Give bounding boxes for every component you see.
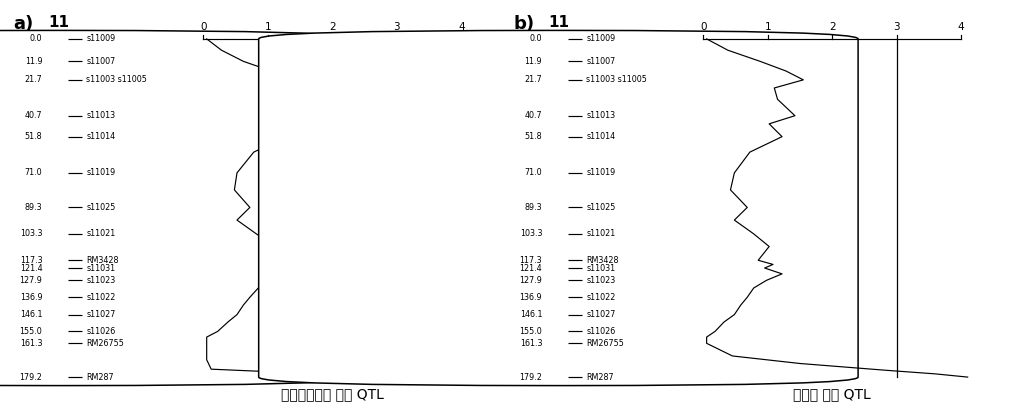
- Text: b): b): [513, 15, 534, 33]
- Text: 상대수분함량 연관 QTL: 상대수분함량 연관 QTL: [281, 388, 384, 401]
- Text: 136.9: 136.9: [520, 293, 542, 302]
- Text: s11019: s11019: [86, 168, 115, 177]
- Text: s11014: s11014: [86, 132, 115, 141]
- Text: s11025: s11025: [586, 203, 615, 212]
- Text: 21.7: 21.7: [24, 75, 42, 84]
- Text: 89.3: 89.3: [24, 203, 42, 212]
- Text: a): a): [13, 15, 33, 33]
- Text: s11014: s11014: [586, 132, 615, 141]
- Text: 40.7: 40.7: [524, 111, 542, 120]
- Text: 71.0: 71.0: [24, 168, 42, 177]
- Text: 3: 3: [894, 22, 900, 32]
- Text: 71.0: 71.0: [524, 168, 542, 177]
- Text: 0: 0: [200, 22, 207, 32]
- Text: s11019: s11019: [586, 168, 615, 177]
- Text: 103.3: 103.3: [20, 229, 42, 238]
- Text: RM287: RM287: [86, 373, 114, 381]
- Text: 1: 1: [765, 22, 772, 32]
- Text: s11021: s11021: [586, 229, 615, 238]
- Text: 3: 3: [394, 22, 400, 32]
- Text: s11022: s11022: [586, 293, 615, 302]
- Text: 2: 2: [329, 22, 335, 32]
- Text: 117.3: 117.3: [520, 256, 542, 265]
- FancyBboxPatch shape: [0, 30, 359, 386]
- Text: 146.1: 146.1: [20, 310, 42, 319]
- Text: 146.1: 146.1: [520, 310, 542, 319]
- Text: 161.3: 161.3: [520, 339, 542, 348]
- Text: s11013: s11013: [86, 111, 115, 120]
- Text: 121.4: 121.4: [520, 263, 542, 272]
- Text: 11.9: 11.9: [24, 57, 42, 66]
- Text: 179.2: 179.2: [19, 373, 42, 381]
- Text: 4: 4: [957, 22, 965, 32]
- Text: 0: 0: [700, 22, 707, 32]
- Text: 11: 11: [47, 15, 69, 30]
- Text: 11.9: 11.9: [524, 57, 542, 66]
- Text: 155.0: 155.0: [519, 327, 542, 336]
- Text: s11009: s11009: [586, 35, 615, 43]
- Text: s11013: s11013: [586, 111, 615, 120]
- Text: 11: 11: [547, 15, 569, 30]
- Text: 0.0: 0.0: [30, 35, 42, 43]
- Text: 155.0: 155.0: [19, 327, 42, 336]
- Text: s11026: s11026: [86, 327, 115, 336]
- Text: RM3428: RM3428: [86, 256, 118, 265]
- Text: s11009: s11009: [86, 35, 115, 43]
- Text: 117.3: 117.3: [20, 256, 42, 265]
- FancyBboxPatch shape: [259, 30, 858, 386]
- Text: 21.7: 21.7: [524, 75, 542, 84]
- Text: s11027: s11027: [586, 310, 615, 319]
- Text: s11003 s11005: s11003 s11005: [86, 75, 147, 84]
- Text: 127.9: 127.9: [19, 276, 42, 285]
- Text: RM287: RM287: [586, 373, 614, 381]
- Text: 103.3: 103.3: [520, 229, 542, 238]
- Text: s11026: s11026: [586, 327, 615, 336]
- Text: 51.8: 51.8: [24, 132, 42, 141]
- Text: s11022: s11022: [86, 293, 115, 302]
- Text: 40.7: 40.7: [24, 111, 42, 120]
- Text: 0.0: 0.0: [530, 35, 542, 43]
- Text: s11031: s11031: [86, 263, 115, 272]
- Text: 136.9: 136.9: [20, 293, 42, 302]
- Text: s11023: s11023: [86, 276, 115, 285]
- Text: 2: 2: [829, 22, 835, 32]
- Text: s11025: s11025: [86, 203, 115, 212]
- Text: 179.2: 179.2: [519, 373, 542, 381]
- Text: s11007: s11007: [86, 57, 115, 66]
- Text: RM26755: RM26755: [86, 339, 124, 348]
- Text: 121.4: 121.4: [20, 263, 42, 272]
- Text: RM3428: RM3428: [586, 256, 618, 265]
- Text: s11031: s11031: [586, 263, 615, 272]
- Text: s11023: s11023: [586, 276, 615, 285]
- Text: s11027: s11027: [86, 310, 115, 319]
- Text: RM26755: RM26755: [586, 339, 624, 348]
- Text: 89.3: 89.3: [524, 203, 542, 212]
- Text: 1: 1: [265, 22, 272, 32]
- Text: s11003 s11005: s11003 s11005: [586, 75, 647, 84]
- Text: 127.9: 127.9: [519, 276, 542, 285]
- Text: 51.8: 51.8: [524, 132, 542, 141]
- Text: s11021: s11021: [86, 229, 115, 238]
- Text: s11007: s11007: [586, 57, 615, 66]
- Text: 내건성 연관 QTL: 내건성 연관 QTL: [794, 388, 872, 401]
- Text: 161.3: 161.3: [20, 339, 42, 348]
- Text: 4: 4: [458, 22, 465, 32]
